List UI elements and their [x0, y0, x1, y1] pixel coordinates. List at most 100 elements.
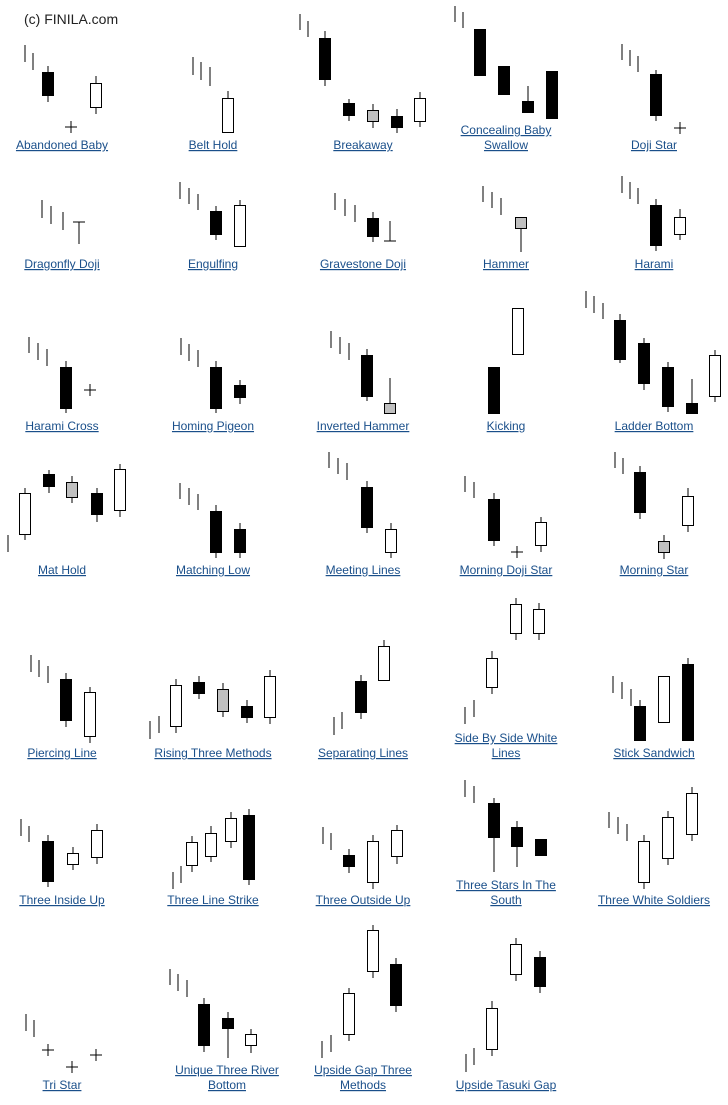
pattern-gravestone-doji[interactable]: Gravestone Doji — [320, 193, 406, 271]
pattern-piercing-line[interactable]: Piercing Line — [27, 655, 97, 760]
pattern-harami-cross[interactable]: Harami Cross — [25, 337, 99, 433]
pattern-label[interactable]: Bottom — [208, 1078, 246, 1092]
pattern-label[interactable]: Swallow — [484, 138, 528, 152]
pattern-label[interactable]: Lines — [492, 746, 521, 760]
pattern-label[interactable]: Three Stars In The — [456, 878, 556, 892]
pattern-label[interactable]: Upside Gap Three — [314, 1063, 412, 1077]
candle-body — [498, 66, 510, 95]
pattern-label[interactable]: Harami Cross — [25, 419, 98, 433]
pattern-kicking[interactable]: Kicking — [487, 308, 526, 434]
pattern-label[interactable]: Dragonfly Doji — [24, 257, 99, 271]
bear-candle — [198, 998, 210, 1052]
pattern-meeting-lines[interactable]: Meeting Lines — [326, 452, 401, 577]
candle-body — [198, 1004, 210, 1046]
pattern-abandoned-baby[interactable]: Abandoned Baby — [16, 45, 108, 152]
bear-candle — [361, 481, 373, 533]
pattern-label[interactable]: Morning Star — [620, 563, 689, 577]
pattern-label[interactable]: Engulfing — [188, 257, 238, 271]
bear-candle — [367, 212, 379, 242]
pattern-label[interactable]: Rising Three Methods — [154, 746, 271, 760]
candle-body — [319, 38, 331, 80]
candle-body — [84, 692, 96, 737]
pattern-rising-three-methods[interactable]: Rising Three Methods — [149, 670, 276, 760]
pattern-label[interactable]: Tri Star — [43, 1078, 82, 1092]
pattern-matching-low[interactable]: Matching Low — [176, 483, 250, 577]
candle-body — [355, 681, 367, 713]
pattern-label[interactable]: Inverted Hammer — [317, 419, 410, 433]
bull-candle — [638, 835, 650, 889]
pattern-label[interactable]: Upside Tasuki Gap — [456, 1078, 557, 1092]
pattern-label[interactable]: Methods — [340, 1078, 386, 1092]
pattern-belt-hold[interactable]: Belt Hold — [189, 57, 238, 152]
bear-candle — [319, 31, 331, 86]
pattern-label[interactable]: Hammer — [483, 257, 529, 271]
pattern-morning-star[interactable]: Morning Star — [614, 452, 694, 577]
candle-body — [510, 944, 522, 975]
pattern-label[interactable]: Separating Lines — [318, 746, 408, 760]
pattern-label[interactable]: Kicking — [487, 419, 526, 433]
pattern-label[interactable]: Concealing Baby — [461, 123, 552, 137]
pattern-label[interactable]: Side By Side White — [455, 731, 558, 745]
pattern-dragonfly-doji[interactable]: Dragonfly Doji — [24, 200, 100, 271]
pattern-ladder-bottom[interactable]: Ladder Bottom — [585, 291, 721, 433]
pattern-doji-star[interactable]: Doji Star — [621, 44, 686, 152]
pattern-label[interactable]: Three Inside Up — [19, 893, 105, 907]
pattern-label[interactable]: Harami — [635, 257, 674, 271]
pattern-three-white-soldiers[interactable]: Three White Soldiers — [598, 787, 710, 907]
pattern-label[interactable]: Three Outside Up — [316, 893, 411, 907]
pattern-label[interactable]: Mat Hold — [38, 563, 86, 577]
pattern-breakaway[interactable]: Breakaway — [299, 14, 426, 152]
candle-body — [343, 103, 355, 116]
pattern-separating-lines[interactable]: Separating Lines — [318, 640, 408, 760]
pattern-label[interactable]: Morning Doji Star — [460, 563, 553, 577]
candle-body — [67, 853, 79, 865]
pattern-label[interactable]: Matching Low — [176, 563, 250, 577]
candle-body — [535, 522, 547, 546]
bull-candle — [662, 811, 674, 865]
pattern-hammer[interactable]: Hammer — [482, 186, 529, 271]
pattern-label[interactable]: Abandoned Baby — [16, 138, 108, 152]
pattern-stick-sandwich[interactable]: Stick Sandwich — [612, 658, 695, 760]
pattern-label[interactable]: Piercing Line — [27, 746, 97, 760]
pattern-label[interactable]: Ladder Bottom — [615, 419, 694, 433]
pattern-label[interactable]: Gravestone Doji — [320, 257, 406, 271]
candle-body — [234, 385, 246, 398]
pattern-tri-star[interactable]: Tri Star — [25, 1014, 102, 1092]
pattern-engulfing[interactable]: Engulfing — [179, 182, 246, 271]
candle-body — [343, 993, 355, 1035]
bear-candle — [634, 466, 646, 519]
pattern-label[interactable]: Breakaway — [333, 138, 392, 152]
bear-candle — [193, 676, 205, 699]
pattern-homing-pigeon[interactable]: Homing Pigeon — [172, 338, 254, 433]
bull-candle — [486, 1001, 498, 1056]
bear-candle — [210, 361, 222, 413]
pattern-inverted-hammer[interactable]: Inverted Hammer — [317, 331, 410, 433]
bear-candle — [498, 66, 510, 95]
pattern-label[interactable]: Homing Pigeon — [172, 419, 254, 433]
pattern-label[interactable]: South — [490, 893, 521, 907]
pattern-label[interactable]: Unique Three River — [175, 1063, 279, 1077]
pattern-morning-doji-star[interactable]: Morning Doji Star — [460, 476, 553, 577]
candle-body — [210, 511, 222, 553]
candle-body — [245, 1034, 257, 1046]
pattern-harami[interactable]: Harami — [621, 176, 686, 271]
pattern-three-outside-up[interactable]: Three Outside Up — [316, 825, 411, 907]
pattern-label[interactable]: Three White Soldiers — [598, 893, 710, 907]
pattern-label[interactable]: Stick Sandwich — [613, 746, 694, 760]
pattern-label[interactable]: Belt Hold — [189, 138, 238, 152]
pattern-label[interactable]: Three Line Strike — [167, 893, 259, 907]
pattern-label[interactable]: Doji Star — [631, 138, 677, 152]
pattern-three-line-strike[interactable]: Three Line Strike — [167, 809, 259, 907]
candle-body — [662, 817, 674, 859]
pattern-three-inside-up[interactable]: Three Inside Up — [19, 819, 105, 907]
pattern-upside-tasuki-gap[interactable]: Upside Tasuki Gap — [456, 938, 557, 1092]
gravestone-doji-candle — [384, 221, 396, 242]
candle-body — [367, 218, 379, 237]
pattern-label[interactable]: Meeting Lines — [326, 563, 401, 577]
pattern-mat-hold[interactable]: Mat Hold — [7, 464, 126, 577]
